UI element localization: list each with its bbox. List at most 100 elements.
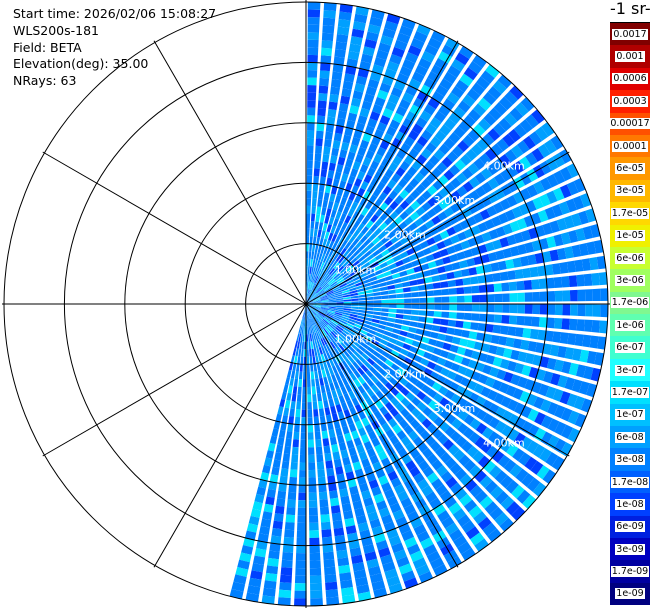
range-gate [318,408,325,417]
range-gate [417,284,426,291]
range-gate [539,160,552,175]
range-gate [396,304,405,309]
range-gate [500,325,509,335]
range-gate [306,349,309,357]
range-gate [320,281,327,288]
range-gate [324,574,337,583]
beam-3 [306,6,369,304]
range-gate [315,315,321,322]
range-gate [462,321,472,330]
range-gate [336,276,344,283]
range-gate [405,391,416,402]
range-gate [254,548,267,558]
range-gate [433,149,445,161]
range-gate [381,482,392,493]
range-gate [534,411,546,426]
range-gate [346,416,354,426]
range-gate [366,378,375,388]
range-gate [427,97,441,110]
range-gate [367,24,381,35]
range-gate [386,342,396,349]
range-gate [327,475,336,484]
range-gate [514,269,524,280]
range-gate [525,152,538,166]
range-gate [341,239,348,248]
range-gate [402,287,411,293]
range-gate [492,450,505,463]
range-gate [584,289,593,302]
range-gate [547,291,556,302]
range-gate [356,232,365,241]
range-gate [379,115,391,126]
range-gate [371,437,381,447]
range-gate [502,223,513,235]
range-gate [321,161,329,170]
range-gate [364,125,375,136]
range-gate [310,292,317,299]
range-gate [362,261,371,269]
range-gate [307,386,312,395]
range-gate [514,362,525,374]
range-gate [328,299,336,302]
range-gate [443,549,458,563]
range-gate [471,313,480,321]
range-gate [367,78,380,89]
range-gate [494,512,509,527]
range-gate [502,304,510,313]
range-gate [313,416,320,425]
range-gate [379,406,389,416]
range-gate [360,364,369,373]
range-gate [507,413,520,427]
range-gate [312,283,317,291]
range-gate [368,257,377,265]
range-gate [345,384,353,393]
range-gate [343,308,352,311]
range-gate [559,391,571,405]
range-gate [325,581,338,591]
range-gate [498,336,508,346]
range-gate [449,381,460,392]
range-gate [369,366,378,375]
range-gate [384,216,394,226]
range-gate [349,547,362,557]
range-gate [495,490,509,505]
range-gate [330,331,338,339]
range-gate [343,510,354,520]
range-gate [408,430,419,441]
range-gate [324,231,330,240]
range-gate [425,345,435,353]
range-gate [316,339,321,348]
range-gate [362,279,371,285]
beam-30 [306,304,608,334]
range-gate [342,260,350,268]
range-gate [324,383,331,393]
range-gate [523,280,533,290]
range-gate [427,37,442,50]
range-gate [415,564,430,577]
range-gate [405,111,418,123]
range-gate [427,388,438,399]
range-gate [378,367,387,376]
range-gate [284,438,292,447]
range-gate [333,252,340,261]
range-gate [361,216,370,226]
range-gate [378,354,388,363]
range-gate [492,80,507,95]
range-gate [592,304,601,317]
range-gate [310,213,316,222]
range-gate [453,270,463,279]
range-gate [359,60,372,71]
range-gate [546,235,557,249]
range-gate [245,592,260,603]
range-gate [445,37,460,51]
range-gate [354,13,368,24]
range-gate [384,326,394,332]
range-gate [291,393,297,402]
range-gate [503,348,513,359]
beam-31 [306,304,607,350]
range-gate [334,48,346,58]
range-gate [487,177,500,190]
range-gate [344,358,352,366]
range-gate [331,234,338,243]
range-gate [517,351,528,363]
